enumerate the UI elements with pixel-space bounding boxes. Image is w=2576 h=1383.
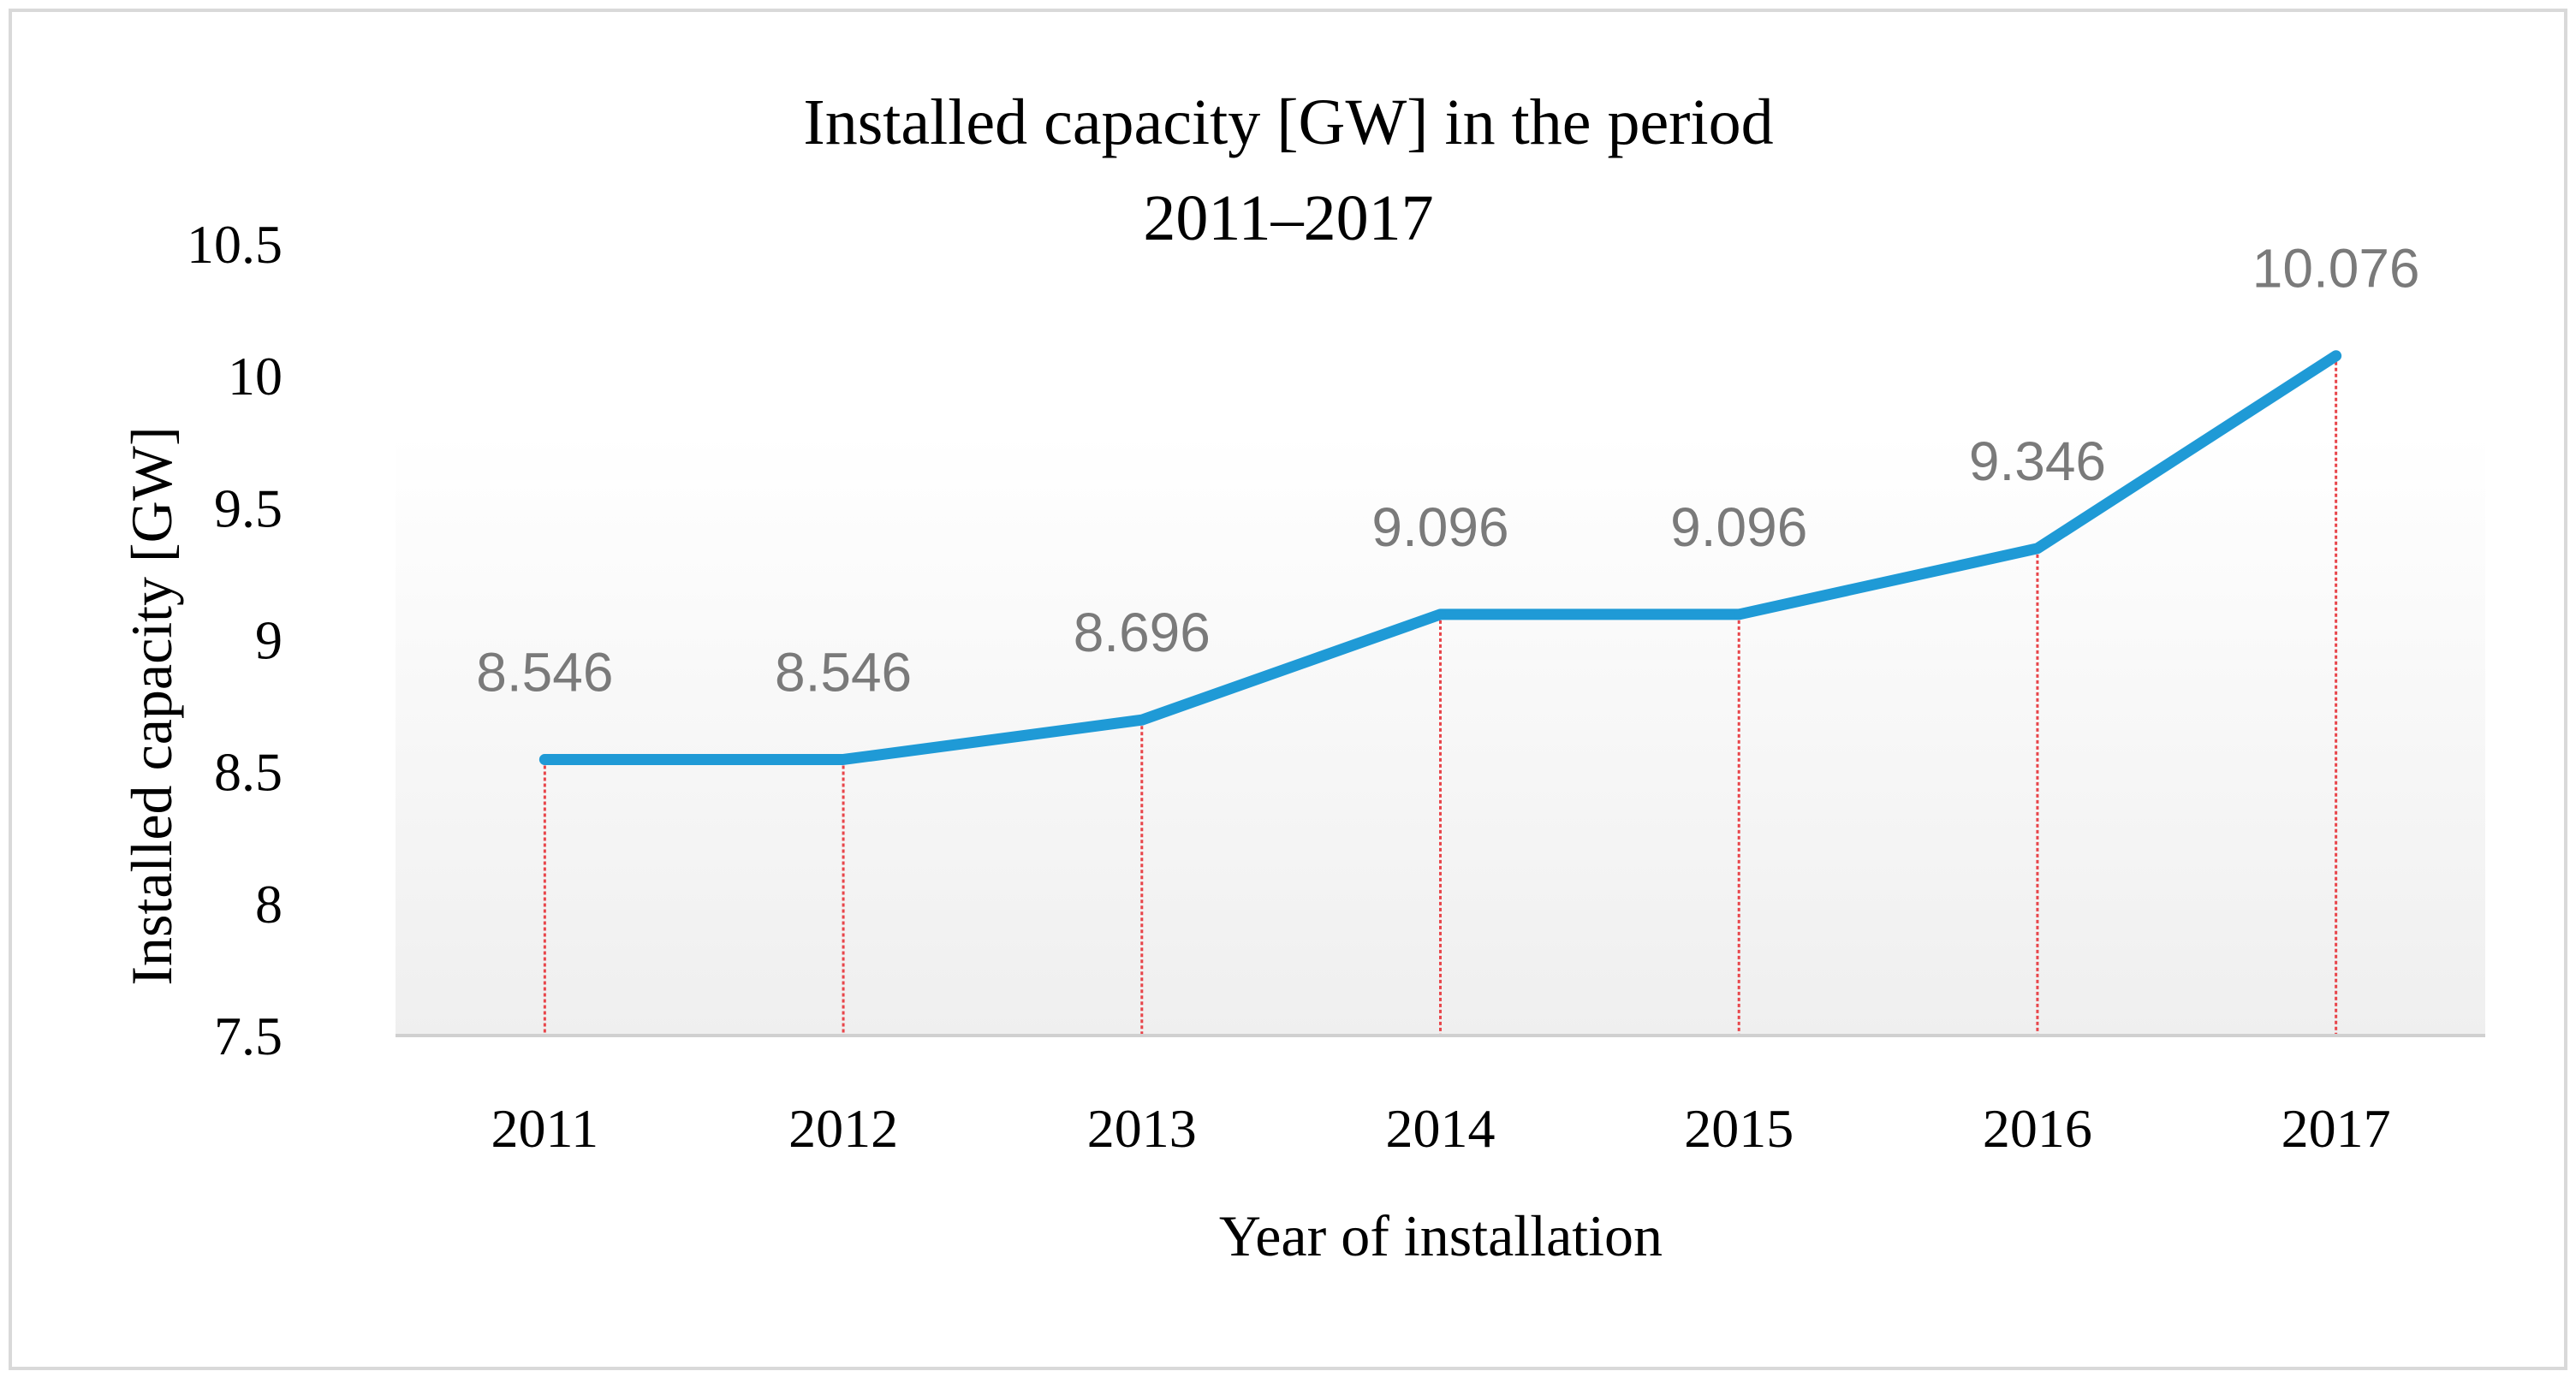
y-tick-label: 8.5: [214, 742, 283, 803]
data-point: [838, 754, 849, 765]
chart-title-line-2: 2011–2017: [1143, 182, 1433, 254]
chart-title-line-1: Installed capacity [GW] in the period: [803, 86, 1773, 158]
y-tick-label: 10.5: [187, 214, 283, 275]
x-tick-label: 2012: [788, 1098, 898, 1159]
y-axis-label: Installed capacity [GW]: [119, 426, 184, 985]
data-label: 8.696: [1074, 602, 1211, 663]
x-axis-ticks: 2011 2012 2013 2014 2015 2016 2017: [491, 1098, 2391, 1159]
y-tick-label: 9.5: [214, 478, 283, 538]
data-point: [539, 754, 550, 765]
data-point: [2032, 543, 2043, 554]
x-tick-label: 2014: [1386, 1098, 1496, 1159]
data-label: 8.546: [476, 641, 613, 703]
x-tick-label: 2015: [1684, 1098, 1794, 1159]
data-label: 8.546: [775, 641, 912, 703]
data-label: 9.096: [1371, 496, 1508, 558]
data-point: [1734, 608, 1745, 620]
data-point: [1136, 715, 1147, 726]
x-tick-label: 2017: [2282, 1098, 2391, 1159]
y-tick-label: 10: [228, 346, 283, 407]
data-point: [2330, 350, 2341, 361]
y-tick-label: 8: [255, 874, 283, 935]
x-tick-label: 2013: [1087, 1098, 1197, 1159]
data-points: [539, 350, 2341, 765]
data-point: [1435, 608, 1446, 620]
data-label: 9.346: [1969, 430, 2106, 492]
drop-lines: [543, 355, 2338, 1036]
y-tick-label: 9: [255, 610, 283, 671]
x-tick-label: 2016: [1983, 1098, 2092, 1159]
y-axis-ticks: 7.5 8 8.5 9 9.5 10 10.5: [187, 214, 283, 1066]
x-axis-label: Year of installation: [1219, 1203, 1663, 1268]
data-label: 10.076: [2252, 238, 2420, 300]
data-label: 9.096: [1670, 496, 1807, 558]
data-labels: 8.546 8.546 8.696 9.096 9.096 9.346 10.076: [476, 238, 2419, 703]
y-tick-label: 7.5: [214, 1006, 283, 1066]
x-tick-label: 2011: [491, 1098, 599, 1159]
